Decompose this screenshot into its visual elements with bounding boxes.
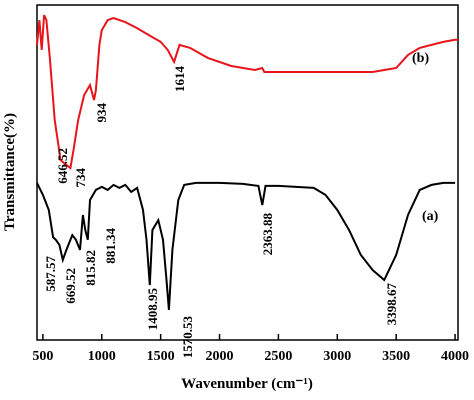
peak-label: 646.52 <box>55 148 70 184</box>
x-tick-label: 3000 <box>323 349 351 364</box>
x-tick-label: 1500 <box>147 349 175 364</box>
series-label: (a) <box>422 209 439 224</box>
peak-label: 815.82 <box>83 250 98 286</box>
spectrum-line <box>36 181 456 310</box>
peak-label: 3398.67 <box>384 283 399 326</box>
peak-label: 1614 <box>172 66 187 93</box>
x-tick-label: 1000 <box>88 349 116 364</box>
x-tick-label: 4000 <box>441 349 469 364</box>
x-tick-label: 2000 <box>206 349 234 364</box>
peak-label: 881.34 <box>103 228 118 264</box>
y-axis-label: Transmittance(%) <box>2 113 18 231</box>
spectrum-line <box>36 14 458 170</box>
x-axis-label: Wavenumber (cm⁻¹) <box>181 376 313 392</box>
series-label: (b) <box>412 51 429 66</box>
x-tick-label: 2500 <box>264 349 292 364</box>
peak-label: 1570.53 <box>180 316 195 359</box>
peak-label: 734 <box>73 168 88 188</box>
x-tick-label: 3500 <box>382 349 410 364</box>
peak-label: 669.52 <box>63 268 78 304</box>
x-tick-label: 500 <box>32 349 53 364</box>
peak-label: 1408.95 <box>145 288 160 331</box>
peak-label: 2363.88 <box>260 213 275 256</box>
plot-frame <box>36 4 459 341</box>
peak-label: 587.57 <box>43 256 58 292</box>
peak-label: 934 <box>94 103 109 123</box>
